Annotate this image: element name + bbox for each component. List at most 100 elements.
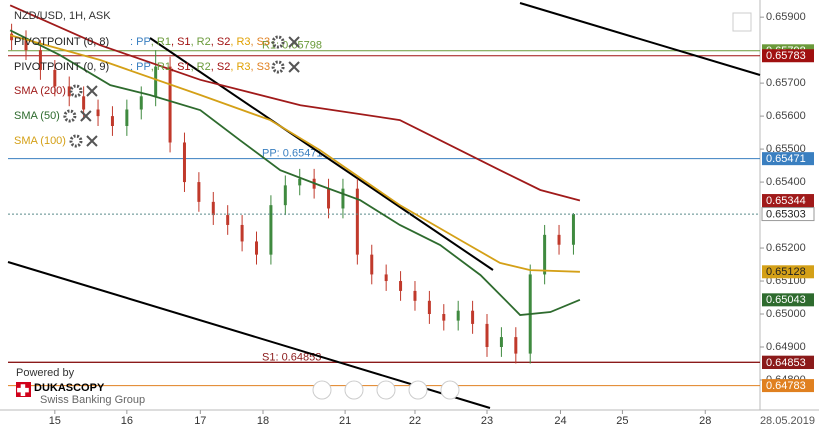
trend-line <box>149 37 494 271</box>
sma-line <box>9 4 581 202</box>
price-badge-label: 0.65043 <box>766 294 806 306</box>
pivot-component: , R3 <box>230 36 250 48</box>
candle-body <box>96 109 100 117</box>
settings-icon[interactable] <box>69 84 83 98</box>
remove-icon[interactable] <box>80 110 92 122</box>
pivot-component: , R1 <box>151 36 171 48</box>
price-badge-label: 0.65303 <box>766 208 806 220</box>
candle-body <box>139 96 143 110</box>
navigation <box>312 12 752 400</box>
pivot-component: , S1 <box>171 61 191 73</box>
x-tick-label: 25 <box>616 415 628 427</box>
settings-icon[interactable] <box>69 134 83 148</box>
moving-averages <box>9 4 581 316</box>
settings-icon[interactable] <box>271 60 285 74</box>
y-tick-label: 0.65500 <box>766 143 806 155</box>
x-tick-label: 22 <box>409 415 421 427</box>
remove-icon[interactable] <box>86 135 98 147</box>
candle-body <box>557 234 561 245</box>
x-tick-label: 17 <box>194 415 206 427</box>
candle-body <box>298 178 302 186</box>
pivot-component: , S1 <box>171 36 191 48</box>
popout-button[interactable] <box>732 12 752 32</box>
pivot-component: , S2 <box>211 61 231 73</box>
pivot-component: : PP <box>130 36 151 48</box>
y-tick-label: 0.65200 <box>766 242 806 254</box>
brand-name: DUKASCOPY <box>34 382 105 394</box>
pivot-level-label: PP: 0.65471 <box>262 148 323 160</box>
price-badge <box>762 379 814 393</box>
candle-body <box>485 323 489 347</box>
price-badge <box>762 293 814 307</box>
price-badge-label: 0.64783 <box>766 380 806 392</box>
price-badge <box>761 207 815 222</box>
candle-body <box>168 66 172 143</box>
logo-cross <box>17 384 29 397</box>
candle-body <box>226 215 230 225</box>
nav-button[interactable] <box>344 380 364 400</box>
pivot-level-label: R1: 0.65798 <box>262 40 322 52</box>
candle-body <box>442 314 446 321</box>
price-badge <box>762 265 814 279</box>
x-tick-label: 24 <box>554 415 566 427</box>
candle-body <box>571 214 575 245</box>
candle-body <box>211 201 215 216</box>
nav-button[interactable] <box>376 380 396 400</box>
candle-body <box>283 185 287 206</box>
settings-icon[interactable] <box>63 109 77 123</box>
settings-icon[interactable] <box>271 35 285 49</box>
candle-body <box>399 281 403 291</box>
candle-body <box>514 337 518 354</box>
candle-body <box>384 274 388 282</box>
x-tick-label: 28 <box>699 415 711 427</box>
candle-body <box>471 310 475 324</box>
candle-body <box>125 109 129 127</box>
legend-entry: SMA (50) <box>14 110 60 122</box>
sma-line <box>9 34 580 273</box>
x-tick-label: 21 <box>339 415 351 427</box>
nav-button[interactable] <box>312 380 332 400</box>
pivot-level-label: S1: 0.64853 <box>262 351 321 363</box>
nav-button[interactable] <box>408 380 428 400</box>
pivot-component: : PP <box>130 61 151 73</box>
price-badge <box>762 356 814 370</box>
candle-body <box>82 96 86 110</box>
remove-icon[interactable] <box>288 61 300 73</box>
candle-body <box>197 182 201 202</box>
pivot-component: , R3 <box>230 61 250 73</box>
candle-body <box>341 188 345 209</box>
price-badge-label: 0.64853 <box>766 357 806 369</box>
candle-body <box>543 234 547 275</box>
candle-body <box>53 69 57 87</box>
candle-body <box>499 337 503 347</box>
x-tick-label: 16 <box>121 415 133 427</box>
pivot-component: , R2 <box>191 36 211 48</box>
y-tick-label: 0.65900 <box>766 11 806 23</box>
price-badge-label: 0.65783 <box>766 50 806 62</box>
price-badge-label: 0.65344 <box>766 195 806 207</box>
pivot-component: , R1 <box>151 61 171 73</box>
trend-line <box>519 2 761 76</box>
trend-lines <box>7 2 761 409</box>
y-tick-label: 0.64900 <box>766 341 806 353</box>
pivot-component: , S3 <box>251 36 271 48</box>
price-badge-label: 0.65471 <box>766 153 806 165</box>
candle-body <box>38 50 42 70</box>
powered-by: Powered by <box>16 367 75 379</box>
candle-body <box>370 254 374 275</box>
nav-button[interactable] <box>440 380 460 400</box>
candle-body <box>413 290 417 301</box>
pivot-component: , R2 <box>191 61 211 73</box>
y-tick-label: 0.65700 <box>766 77 806 89</box>
y-tick-label: 0.65600 <box>766 110 806 122</box>
axes: 0.65900 0.65700 0.65600 0.65500 0.65400 0.652… <box>49 11 815 427</box>
candle-body <box>456 310 460 321</box>
pivot-component: , S3 <box>251 61 271 73</box>
candle-body <box>110 116 114 127</box>
x-tick-label: 18 <box>257 415 269 427</box>
remove-icon[interactable] <box>288 36 300 48</box>
legend: NZD/USD, 1H, ASK PIVOTPOINT (0, 8): PP, … <box>14 10 300 148</box>
price-badge <box>762 49 814 63</box>
remove-icon[interactable] <box>86 85 98 97</box>
